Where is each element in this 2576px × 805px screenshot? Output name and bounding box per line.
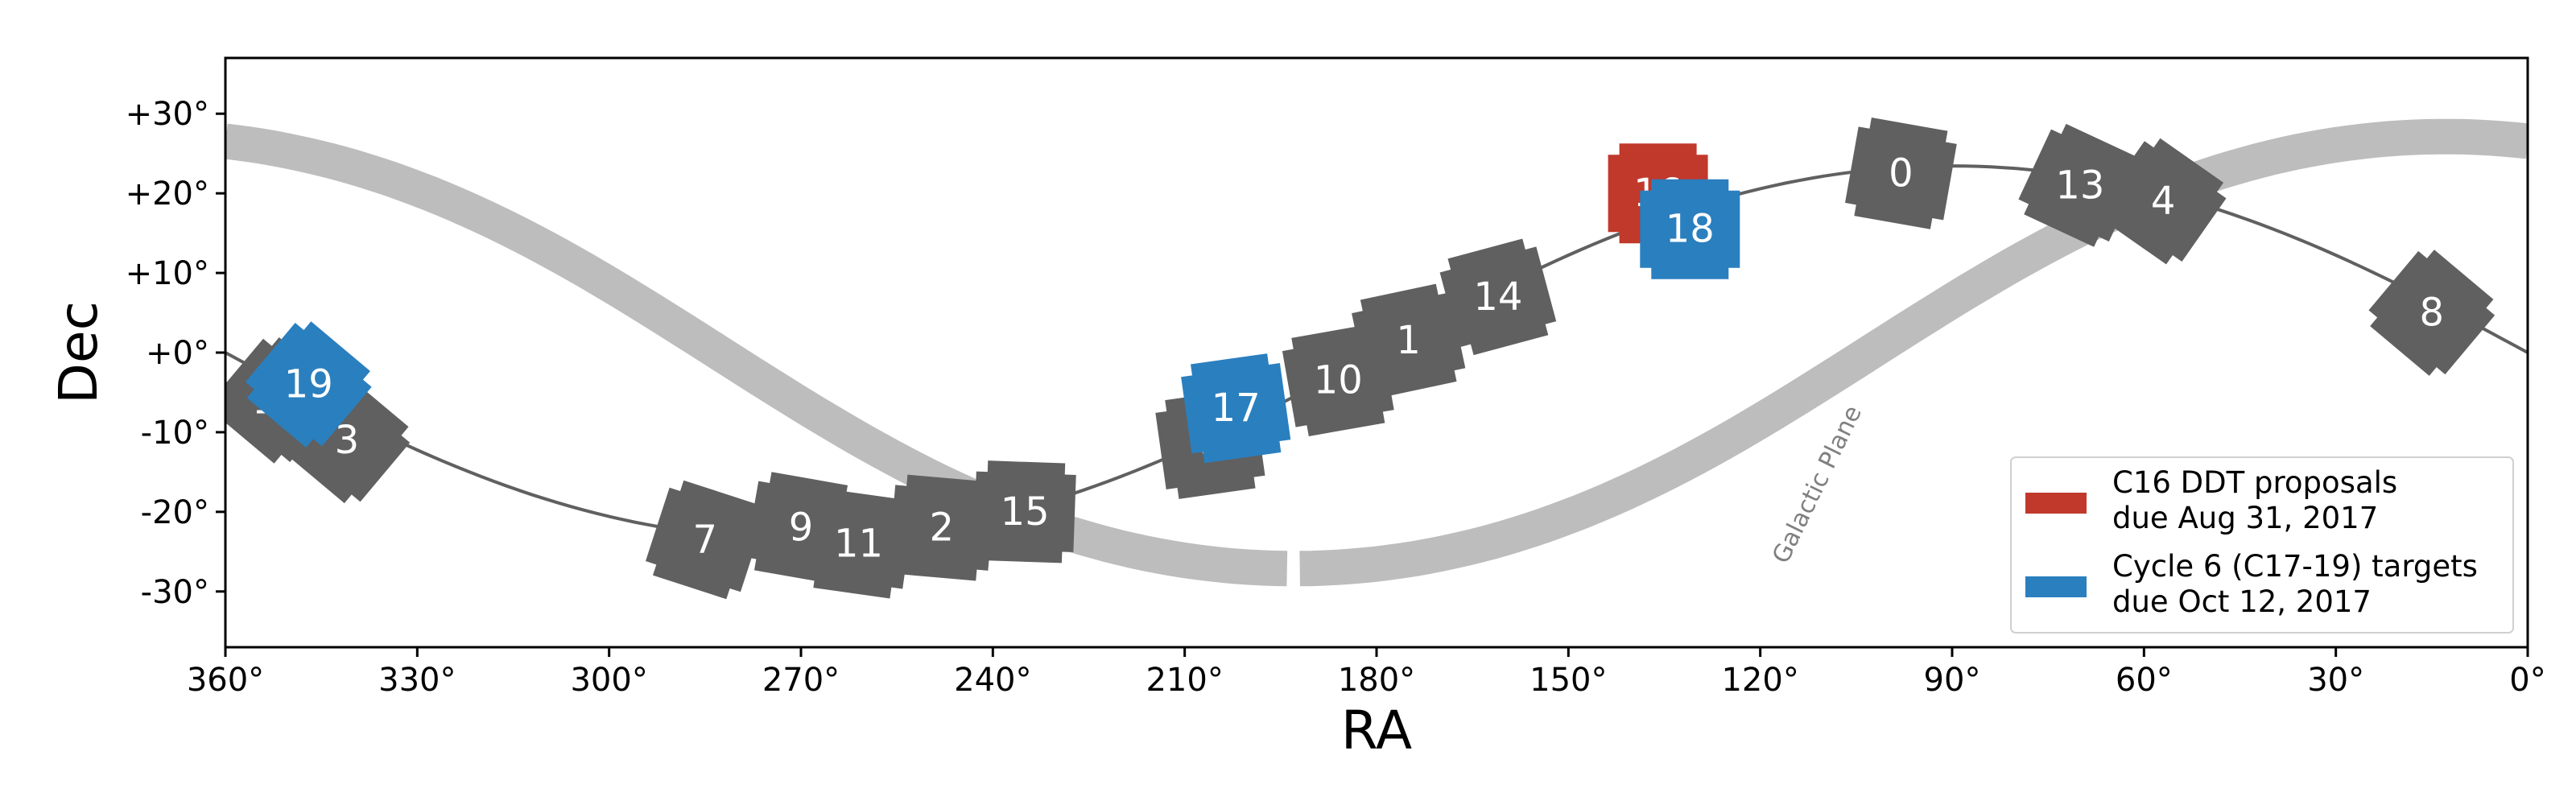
campaign-footprint-14 bbox=[1439, 238, 1557, 356]
campaign-label-14: 14 bbox=[1473, 275, 1522, 320]
y-tick-label: +30° bbox=[126, 96, 209, 133]
campaign-field-14: 14 bbox=[1439, 238, 1557, 356]
campaign-footprint-13 bbox=[2018, 123, 2142, 247]
legend-label-cycle6-line2: due Oct 12, 2017 bbox=[2112, 584, 2372, 619]
legend-label-cycle6-line1: Cycle 6 (C17-19) targets bbox=[2112, 549, 2478, 584]
campaign-label-1: 1 bbox=[1396, 318, 1421, 363]
campaign-footprint-7 bbox=[646, 480, 765, 600]
y-tick-label: +0° bbox=[146, 335, 209, 372]
x-tick-label: 120° bbox=[1721, 662, 1798, 699]
campaign-footprint-15 bbox=[973, 460, 1076, 564]
campaign-field-19: 19 bbox=[245, 321, 372, 448]
campaign-label-13: 13 bbox=[2055, 163, 2104, 208]
campaign-label-5: 5 bbox=[1751, 221, 1776, 266]
legend-swatch-c16 bbox=[2025, 493, 2087, 514]
x-tick-label: 330° bbox=[378, 662, 456, 699]
x-tick-label: 360° bbox=[187, 662, 264, 699]
y-tick-label: -30° bbox=[141, 574, 209, 611]
campaign-footprint-0 bbox=[1845, 118, 1957, 229]
y-tick-label: +10° bbox=[126, 255, 209, 292]
y-tick-label: -20° bbox=[141, 494, 209, 531]
x-tick-label: 90° bbox=[1924, 662, 1981, 699]
legend-label-c16-line2: due Aug 31, 2017 bbox=[2112, 501, 2378, 535]
legend-box bbox=[2010, 456, 2514, 634]
campaign-label-4: 4 bbox=[2151, 179, 2176, 224]
campaign-label-18: 18 bbox=[1666, 207, 1715, 252]
x-tick-label: 150° bbox=[1530, 662, 1607, 699]
legend-label-c16-line1: C16 DDT proposals bbox=[2112, 465, 2397, 500]
y-axis-title: Dec bbox=[47, 301, 109, 404]
campaign-footprint-11 bbox=[803, 489, 914, 599]
campaign-label-10: 10 bbox=[1314, 358, 1363, 403]
campaign-footprint-17 bbox=[1181, 353, 1291, 464]
x-tick-label: 240° bbox=[954, 662, 1031, 699]
galactic-plane-band-west bbox=[225, 123, 1288, 587]
campaign-field-5: 5 bbox=[1751, 221, 1776, 266]
y-tick-label: +20° bbox=[126, 175, 209, 213]
campaign-label-0: 0 bbox=[1889, 151, 1913, 196]
axes: 360° 330° 300° 270° 240° 210° 180° 150° 120° 90° 6… bbox=[126, 96, 2546, 699]
campaign-label-17: 17 bbox=[1212, 386, 1261, 431]
x-tick-label: 180° bbox=[1338, 662, 1415, 699]
x-axis-title: RA bbox=[1341, 700, 1412, 762]
x-tick-label: 300° bbox=[570, 662, 647, 699]
campaign-label-8: 8 bbox=[2420, 291, 2445, 336]
campaign-footprint-2 bbox=[888, 474, 995, 581]
campaign-label-15: 15 bbox=[1001, 489, 1050, 535]
plot-area: Galactic Plane01234567891011121314151617… bbox=[225, 118, 2528, 600]
campaign-field-18: 18 bbox=[1640, 179, 1740, 279]
campaign-label-11: 11 bbox=[834, 521, 883, 566]
y-tick-label: -10° bbox=[141, 415, 209, 452]
campaign-footprint-18 bbox=[1640, 179, 1740, 279]
campaign-label-19: 19 bbox=[284, 362, 333, 407]
x-tick-label: 210° bbox=[1146, 662, 1223, 699]
campaign-field-11: 11 bbox=[803, 489, 914, 599]
x-tick-label: 270° bbox=[762, 662, 840, 699]
campaign-field-0: 0 bbox=[1845, 118, 1957, 229]
campaign-field-8: 8 bbox=[2368, 250, 2496, 376]
campaign-field-7: 7 bbox=[646, 480, 765, 600]
campaign-footprint-10 bbox=[1282, 324, 1394, 436]
campaign-field-10: 10 bbox=[1282, 324, 1394, 436]
campaign-field-13: 13 bbox=[2018, 123, 2142, 247]
x-tick-label: 30° bbox=[2307, 662, 2364, 699]
legend-swatch-cycle6 bbox=[2025, 576, 2087, 597]
campaign-footprint-8 bbox=[2368, 250, 2496, 376]
campaign-label-7: 7 bbox=[693, 518, 718, 563]
campaign-field-17: 17 bbox=[1181, 353, 1291, 464]
campaign-field-15: 15 bbox=[973, 460, 1076, 564]
legend: C16 DDT proposals due Aug 31, 2017 Cycle… bbox=[2010, 456, 2514, 634]
campaign-field-2: 2 bbox=[888, 474, 995, 581]
campaign-label-2: 2 bbox=[930, 506, 955, 551]
campaign-footprint-19 bbox=[245, 321, 372, 448]
x-tick-label: 0° bbox=[2509, 662, 2545, 699]
x-tick-label: 60° bbox=[2116, 662, 2173, 699]
galactic-plane-band-east bbox=[1299, 118, 2528, 587]
